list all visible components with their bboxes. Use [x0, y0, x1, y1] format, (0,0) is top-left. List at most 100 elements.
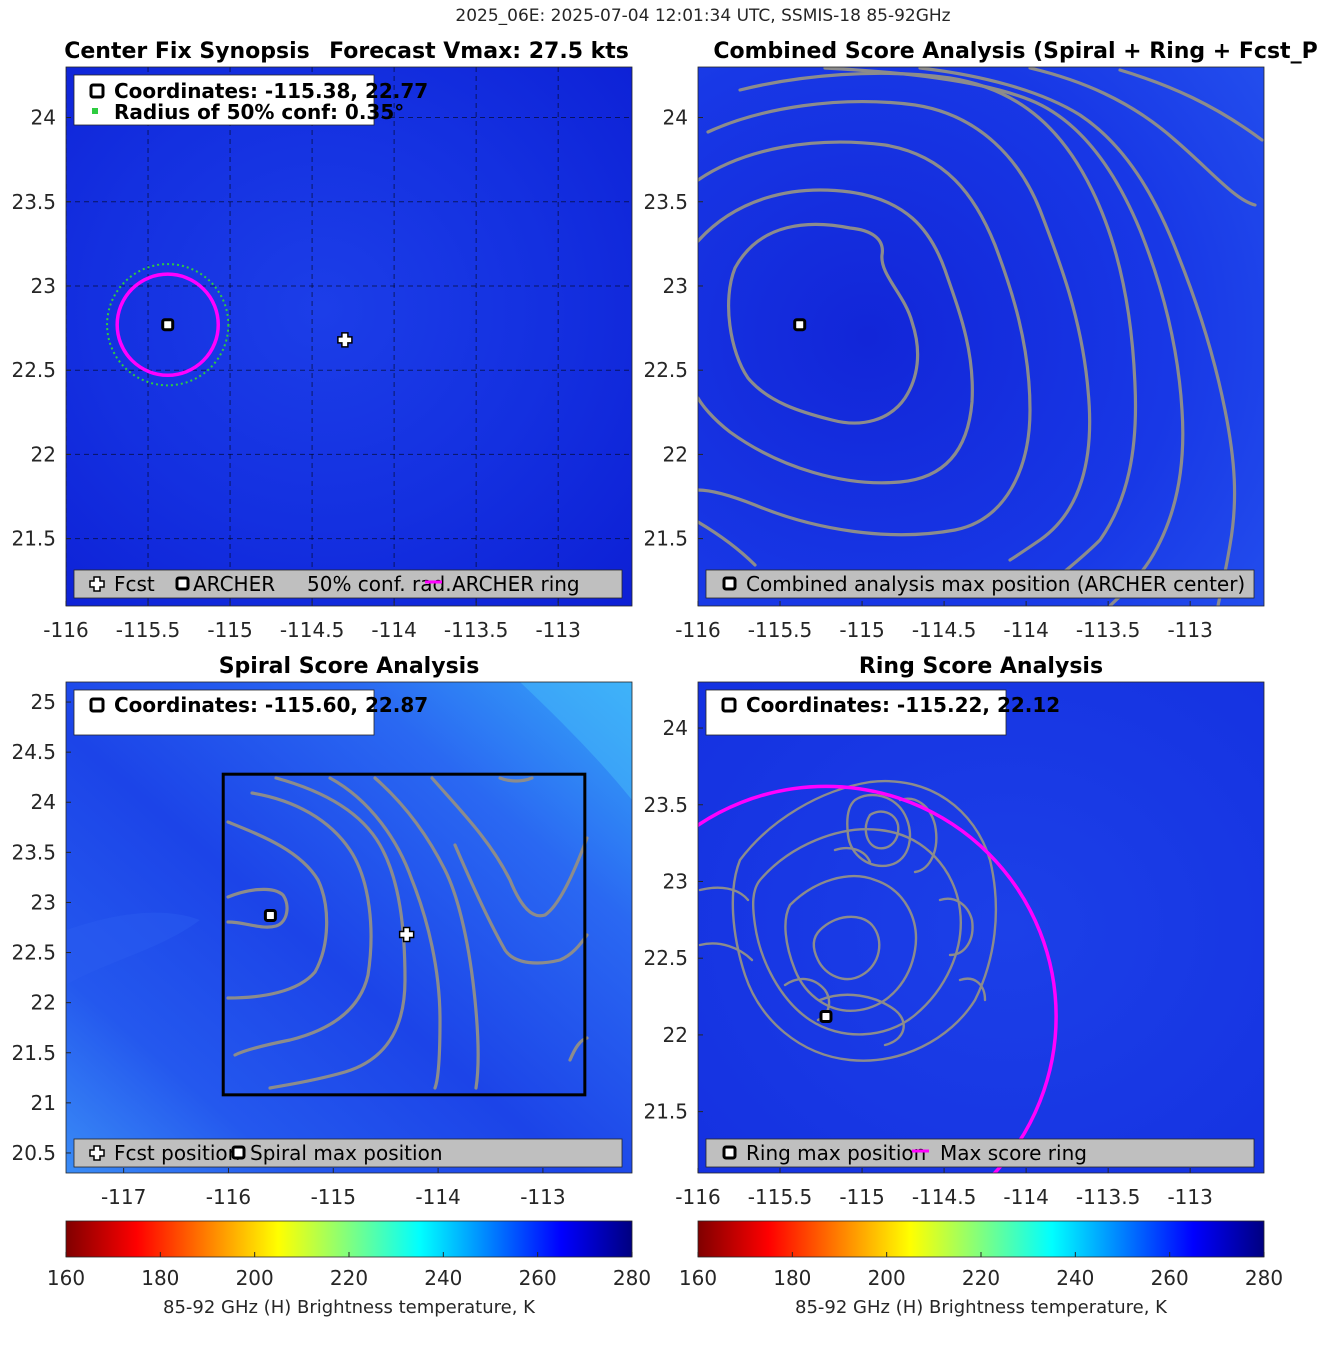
- panel-c-info-line-0: Coordinates: -115.60, 22.87: [114, 693, 428, 717]
- cbtL-label-6: 280: [613, 1266, 651, 1290]
- x-tick-label-c-1: -116: [206, 1185, 251, 1209]
- fcst-marker: [337, 332, 353, 348]
- cbtL-label-2: 200: [236, 1266, 274, 1290]
- archer-marker: [161, 318, 175, 332]
- y-tick-label-d-4: 23.5: [643, 793, 688, 817]
- y-tick-label-a-1: 22: [31, 442, 56, 466]
- legend-fcst-position-icon: [89, 1145, 105, 1161]
- x-tick-label-b-0: -116: [675, 618, 720, 642]
- archer-ring: [115, 272, 220, 377]
- x-tick-label-b-5: -113.5: [1076, 618, 1140, 642]
- panel-a-legend: Fcst ARCHER 50% conf. rad. ARCHER ring: [73, 569, 623, 599]
- y-tick-label-b-1: 22: [663, 442, 688, 466]
- spiral-contours: [226, 776, 589, 1090]
- x-tick-label-c-2: -115: [311, 1185, 356, 1209]
- cbtL-label-3: 220: [330, 1266, 368, 1290]
- x-tick-label-a-4: -114: [371, 618, 416, 642]
- x-tick-label-c-4: -113: [520, 1185, 565, 1209]
- spiral-fcst-marker: [398, 926, 415, 943]
- panel-d-title: Ring Score Analysis: [859, 654, 1103, 679]
- panel-a-info-line-0: Coordinates: -115.38, 22.77: [114, 79, 428, 103]
- cbtR-label-2: 200: [868, 1266, 906, 1290]
- spiral-search-box: [221, 772, 587, 1097]
- x-tick-label-d-0: -116: [675, 1185, 720, 1209]
- y-tick-label-b-3: 23: [663, 274, 688, 298]
- legend-ring: ARCHER ring: [452, 572, 580, 596]
- cbtR-label-0: 160: [679, 1266, 717, 1290]
- y-tick-label-c-8: 24.5: [11, 740, 56, 764]
- panel-spiral: Spiral Score Analysis -117 -116 -115 -11: [11, 654, 633, 1209]
- panel-b-y-ticks: 21.5 22 22.5 23 23.5 24: [643, 106, 703, 551]
- x-tick-label-a-2: -115: [207, 618, 252, 642]
- x-tick-label-b-6: -113: [1167, 618, 1212, 642]
- x-tick-label-b-1: -115.5: [748, 618, 812, 642]
- x-tick-label-d-3: -114.5: [912, 1185, 976, 1209]
- cbtR-label-5: 260: [1151, 1266, 1189, 1290]
- panel-a-y-ticks: 21.5 22 22.5 23 23.5 24: [11, 106, 71, 551]
- spiral-max-marker: [263, 908, 277, 922]
- panel-d-field: [698, 682, 1264, 1173]
- colorbar-right-ticks: 160 180 200 220 240 260 280: [679, 1252, 1283, 1290]
- panel-combined: Combined Score Analysis (Spiral + Ring +…: [643, 39, 1317, 642]
- y-tick-label-c-3: 22: [31, 991, 56, 1015]
- ring-contours: [698, 779, 998, 1062]
- panel-d-info-line-0: Coordinates: -115.22, 22.12: [746, 693, 1060, 717]
- x-tick-label-d-6: -113: [1167, 1185, 1212, 1209]
- y-tick-label-a-0: 21.5: [11, 527, 56, 551]
- y-tick-label-d-5: 24: [663, 716, 688, 740]
- colorbar-right-label: 85-92 GHz (H) Brightness temperature, K: [795, 1297, 1168, 1318]
- colorbar-left-label: 85-92 GHz (H) Brightness temperature, K: [163, 1297, 536, 1318]
- y-tick-label-c-4: 22.5: [11, 941, 56, 965]
- x-tick-label-c-0: -117: [101, 1185, 146, 1209]
- y-tick-label-b-4: 23.5: [643, 190, 688, 214]
- combined-max-marker-shape: [793, 318, 807, 332]
- panel-b-plot-area: [698, 67, 1264, 606]
- y-tick-label-d-0: 21.5: [643, 1100, 688, 1124]
- cbtR-label-1: 180: [773, 1266, 811, 1290]
- panel-c-legend: Fcst position Spiral max position: [73, 1138, 623, 1168]
- x-tick-label-a-5: -113.5: [444, 618, 508, 642]
- combined-contours: [698, 67, 1264, 606]
- y-tick-label-a-5: 24: [31, 106, 56, 130]
- y-tick-label-c-1: 21: [31, 1091, 56, 1115]
- panel-a-title-left: Center Fix Synopsis: [64, 39, 310, 64]
- y-tick-label-b-0: 21.5: [643, 527, 688, 551]
- colorbar-left: 160 180 200 220 240 260 280 85-92 GHz (H) Brig…: [47, 1220, 651, 1318]
- legend-ring-max: Ring max position: [746, 1141, 926, 1165]
- ring-max-marker-shape: [819, 1009, 833, 1023]
- panel-a-info-box: Coordinates: -115.38, 22.77 Radius of 50…: [73, 74, 428, 126]
- cbtR-label-4: 240: [1056, 1266, 1094, 1290]
- x-tick-label-b-3: -114.5: [912, 618, 976, 642]
- panel-c-y-ticks: 20.5 21 21.5 22 22.5 23 23.5 24 24.5 25: [11, 690, 71, 1165]
- panel-a-title-right: Forecast Vmax: 27.5 kts: [329, 39, 629, 64]
- panel-a-info-line-1: Radius of 50% conf: 0.35°: [114, 100, 404, 124]
- panel-b-x-ticks: -116 -115.5 -115 -114.5 -114 -113.5 -113: [675, 601, 1213, 642]
- panel-ring: Ring Score Analysis -1: [643, 654, 1265, 1209]
- colorbar-right: 160 180 200 220 240 260 280 85-92 GHz (H) Brig…: [679, 1220, 1283, 1318]
- y-tick-label-d-3: 23: [663, 869, 688, 893]
- x-tick-label-a-6: -113: [535, 618, 580, 642]
- y-tick-label-c-2: 21.5: [11, 1041, 56, 1065]
- max-score-ring: [698, 784, 1058, 1173]
- panel-c-x-ticks: -117 -116 -115 -114 -113: [101, 1168, 566, 1209]
- conf-circle: [106, 263, 230, 387]
- cbtL-label-0: 160: [47, 1266, 85, 1290]
- spiral-max-marker-shape: [263, 908, 277, 922]
- fcst-marker-shape: [337, 332, 353, 348]
- y-tick-label-c-6: 23.5: [11, 840, 56, 864]
- x-tick-label-d-2: -115: [839, 1185, 884, 1209]
- legend-fcst-position: Fcst position: [114, 1141, 240, 1165]
- y-tick-label-c-0: 20.5: [11, 1141, 56, 1165]
- legend-archer: ARCHER: [193, 572, 275, 596]
- y-tick-label-c-5: 23: [31, 890, 56, 914]
- legend-combined-max: Combined analysis max position (ARCHER c…: [746, 572, 1245, 596]
- legend-max-score-ring: Max score ring: [940, 1141, 1087, 1165]
- legend-fcst-icon: [89, 576, 105, 592]
- y-tick-label-c-9: 25: [31, 690, 56, 714]
- x-tick-label-d-5: -113.5: [1076, 1185, 1140, 1209]
- y-tick-label-c-7: 24: [31, 790, 56, 814]
- cbtR-label-6: 280: [1245, 1266, 1283, 1290]
- x-tick-label-d-4: -114: [1003, 1185, 1048, 1209]
- panel-center-fix: Center Fix Synopsis Forecast Vmax: 27.5 …: [11, 39, 633, 642]
